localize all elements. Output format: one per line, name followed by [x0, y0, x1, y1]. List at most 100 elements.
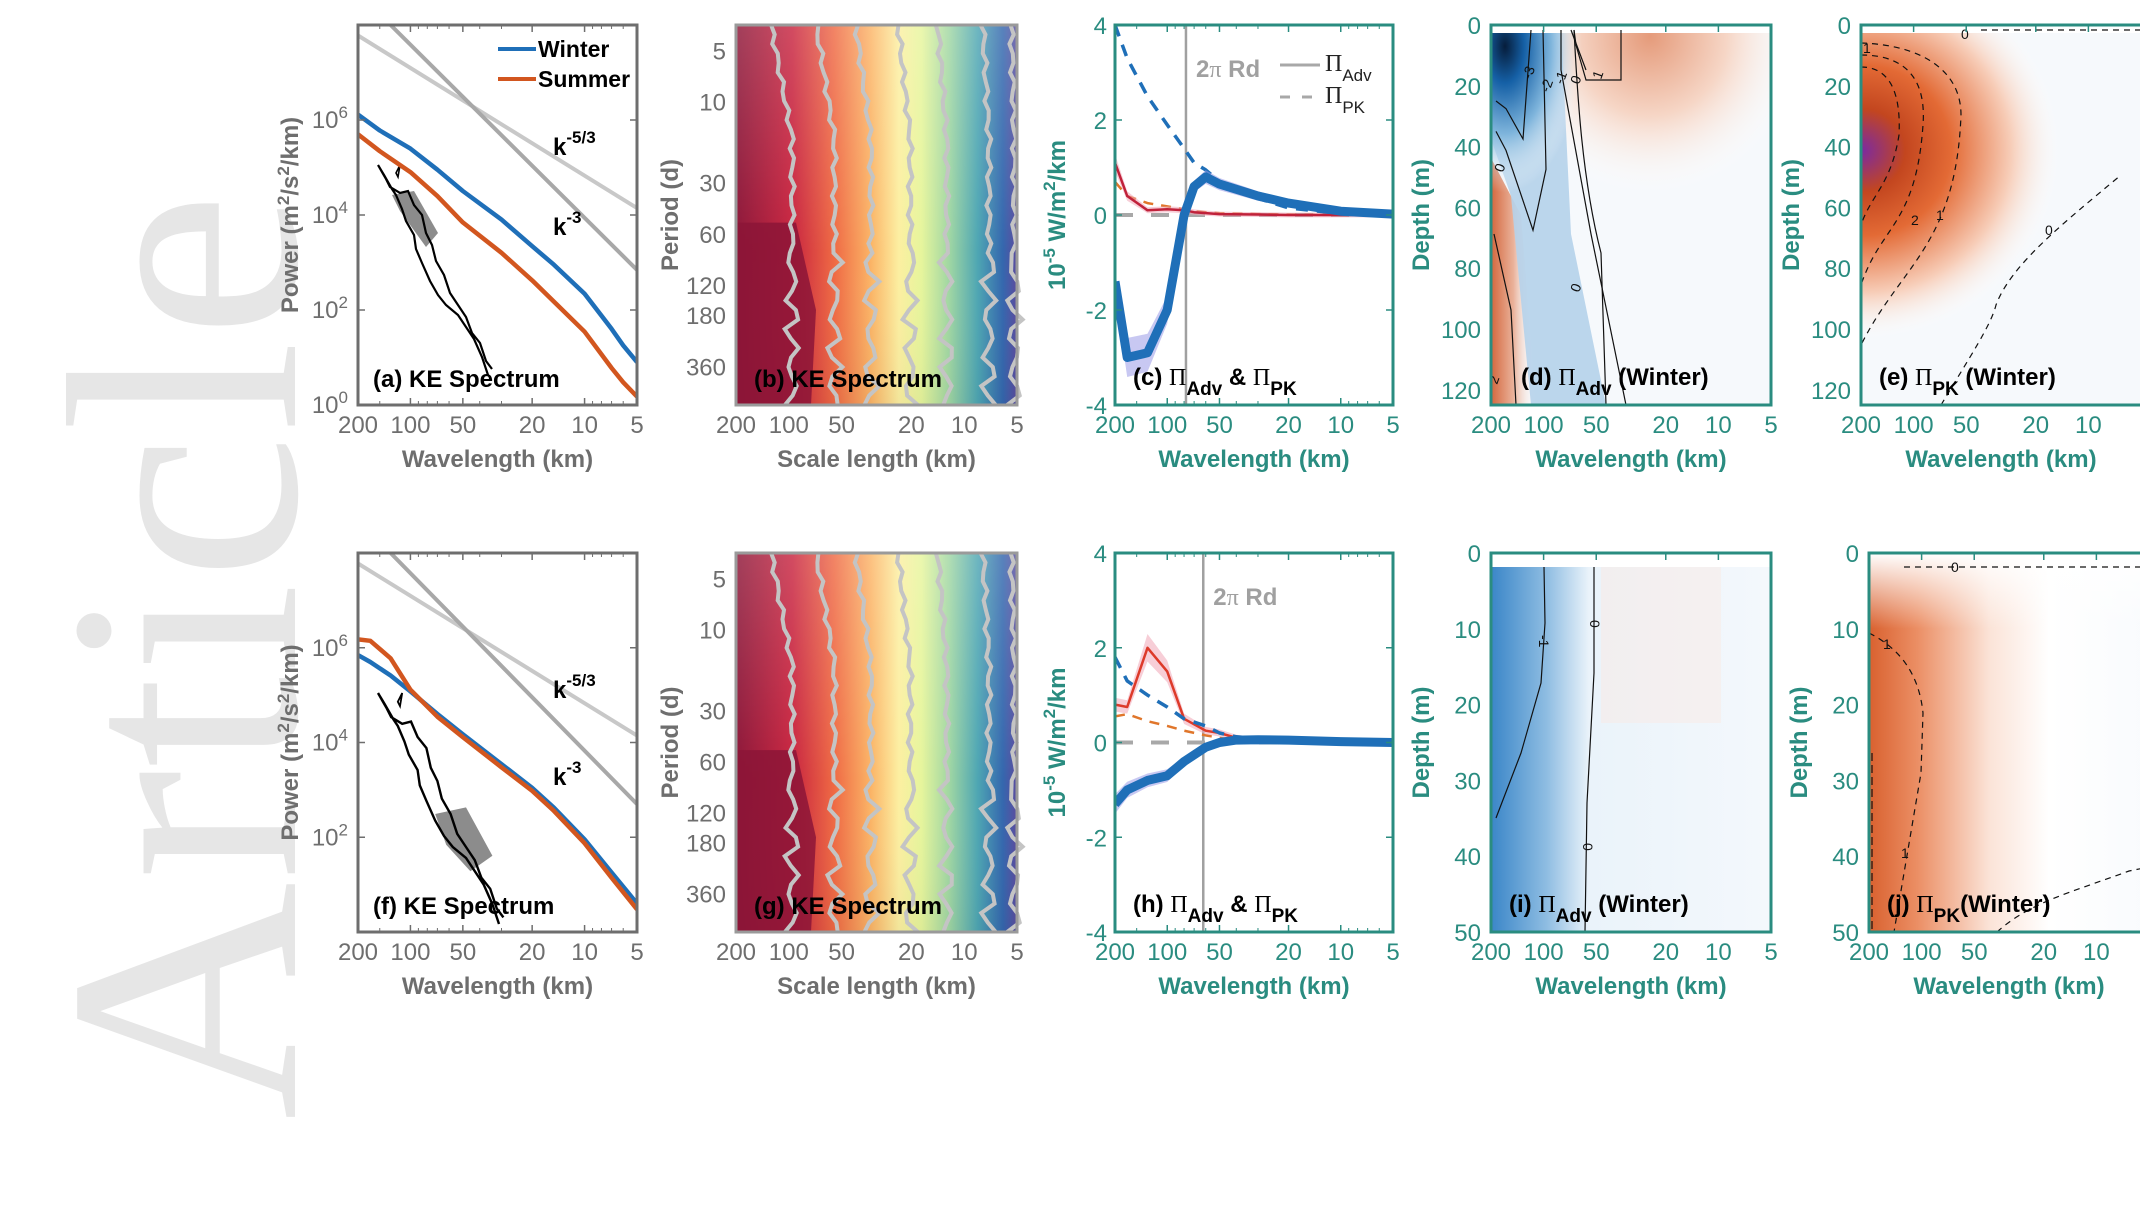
y-tick-labels: 0 20 40 60 80 100 120 — [1441, 13, 1481, 405]
panel-d: -3-2-1 0 100 2 200 100 50 20 10 5 Wavelength (km) 0… — [1408, 13, 1778, 473]
x-axis-label: Wavelength (km) — [402, 973, 593, 1000]
plot-area — [358, 553, 637, 925]
y-tick-label: 0 — [1468, 13, 1481, 40]
confidence-band — [1115, 170, 1393, 377]
y-tick-label: -2 — [1086, 298, 1107, 325]
y-tick-label: 80 — [1824, 256, 1851, 283]
x-tick-label: 20 — [2022, 412, 2049, 439]
panel-f: 200 100 50 20 10 5 Wavelength (km) 102 104 106 Pow… — [274, 551, 644, 1000]
y-tick-label: 104 — [312, 726, 348, 757]
legend-label-adv: ΠAdv — [1325, 51, 1372, 85]
y-tick-label: 120 — [1811, 378, 1851, 405]
x-tick-labels: 200 100 50 20 10 5 — [1095, 25, 1400, 439]
contour-label: -3 — [1519, 64, 1538, 81]
y-tick-label: 30 — [1832, 768, 1859, 795]
y-tick-label: 120 — [1441, 378, 1481, 405]
contour-label: 1 — [1936, 207, 1944, 223]
y-tick-label: 60 — [1824, 195, 1851, 222]
x-tick-label: 10 — [2075, 412, 2102, 439]
y-tick-label: 30 — [1454, 768, 1481, 795]
y-tick-label: 20 — [1832, 693, 1859, 720]
winter-spectrum-line — [358, 112, 637, 364]
x-tick-label: 5 — [630, 939, 643, 966]
spectrum-contour-line — [895, 24, 921, 407]
x-tick-label: 10 — [2083, 939, 2110, 966]
x-tick-label: 10 — [571, 412, 598, 439]
k-3-annotation: k-3 — [553, 208, 581, 241]
panel-title: (b) KE Spectrum — [754, 366, 942, 393]
y-tick-label: 2 — [1094, 108, 1107, 135]
contour-line — [1584, 567, 1595, 932]
x-tick-label: 5 — [1386, 412, 1399, 439]
plot-area — [1115, 553, 1393, 932]
sea-outline — [377, 164, 493, 376]
x-tick-label: 100 — [1147, 412, 1187, 439]
contour-label: 2 — [1485, 373, 1503, 386]
y-tick-labels: -4 -2 0 2 4 — [1086, 541, 1393, 947]
y-tick-labels: 102 104 106 — [312, 631, 637, 851]
panel-c: 2π Rd 200 100 50 20 10 5 Wavelength (km) -4 -2 0 2 4… — [1040, 13, 1400, 473]
plot-frame — [734, 23, 1019, 407]
x-tick-label: 20 — [2030, 939, 2057, 966]
plot-frame — [356, 551, 639, 934]
y-tick-label: 60 — [699, 749, 726, 776]
y-tick-label: 0 — [1468, 541, 1481, 568]
legend-label-summer: Summer — [538, 66, 630, 92]
panel-title: (h) ΠAdv & ΠPK — [1133, 891, 1298, 927]
x-tick-labels: 200 100 50 20 10 5 — [1095, 553, 1400, 966]
y-tick-label: 102 — [312, 293, 348, 324]
contour-line — [1573, 29, 1622, 81]
sea-map-inset — [376, 692, 505, 925]
y-tick-label: 102 — [312, 820, 348, 851]
sea-outline — [376, 692, 505, 925]
x-tick-label: 5 — [630, 412, 643, 439]
y-tick-label: -2 — [1086, 825, 1107, 852]
surface-fade — [1869, 553, 2140, 932]
confidence-band — [1115, 634, 1393, 745]
contour-label: -2 — [1537, 77, 1556, 94]
contour-line — [1996, 868, 2140, 932]
y-tick-label: 4 — [1094, 13, 1107, 40]
y-axis-label: Power (m2/s2/km) — [274, 644, 304, 840]
y-axis-label: Depth (m) — [1408, 687, 1435, 799]
x-tick-label: 50 — [1583, 939, 1610, 966]
x-tick-label: 200 — [1849, 939, 1889, 966]
contour-label: -1 — [1551, 69, 1570, 86]
x-tick-label: 200 — [1841, 412, 1881, 439]
x-tick-label: 5 — [1764, 939, 1777, 966]
y-axis-label: 10-5 W/m2/km — [1040, 140, 1071, 290]
y-tick-label: -4 — [1086, 920, 1107, 947]
spectrum-contour-line — [769, 552, 802, 934]
legend-label-pk: ΠPK — [1325, 83, 1366, 117]
gulf-outline — [395, 164, 401, 180]
y-tick-label: 10 — [699, 617, 726, 644]
x-axis-label: Wavelength (km) — [1905, 446, 2096, 473]
x-tick-label: 100 — [390, 412, 430, 439]
x-tick-label: 10 — [1327, 939, 1354, 966]
contour-label: -1 — [1536, 635, 1552, 648]
spectrum-contour-line — [895, 552, 921, 934]
y-tick-label: 10 — [1454, 617, 1481, 644]
weak-positive-region — [1601, 563, 1721, 723]
x-tick-label: 50 — [1961, 939, 1988, 966]
panel-title: (c) ΠAdv & ΠPK — [1133, 364, 1297, 400]
y-tick-label: 106 — [312, 103, 348, 134]
y-tick-label: 0 — [1846, 541, 1859, 568]
k-53-reference-line — [358, 33, 637, 210]
contour-label: 1 — [1863, 40, 1871, 56]
plot-frame — [1489, 551, 1773, 934]
study-region-shading — [435, 807, 493, 872]
contour-labels: -1 0 0 — [1536, 620, 1603, 851]
y-tick-label: 40 — [1454, 844, 1481, 871]
contour-line — [1560, 30, 1627, 405]
x-tick-label: 5 — [1010, 939, 1023, 966]
x-axis-label: Wavelength (km) — [1535, 973, 1726, 1000]
high-energy-region — [736, 750, 816, 932]
y-tick-label: 40 — [1824, 135, 1851, 162]
x-tick-label: 200 — [1471, 939, 1511, 966]
x-tick-label: 5 — [1764, 412, 1777, 439]
panel-h: 2π Rd 200 100 50 20 10 5 Wavelength (km) -4 -2 0 2 4… — [1040, 541, 1400, 1000]
y-tick-label: 0 — [1094, 203, 1107, 230]
y-tick-label: 30 — [699, 171, 726, 198]
